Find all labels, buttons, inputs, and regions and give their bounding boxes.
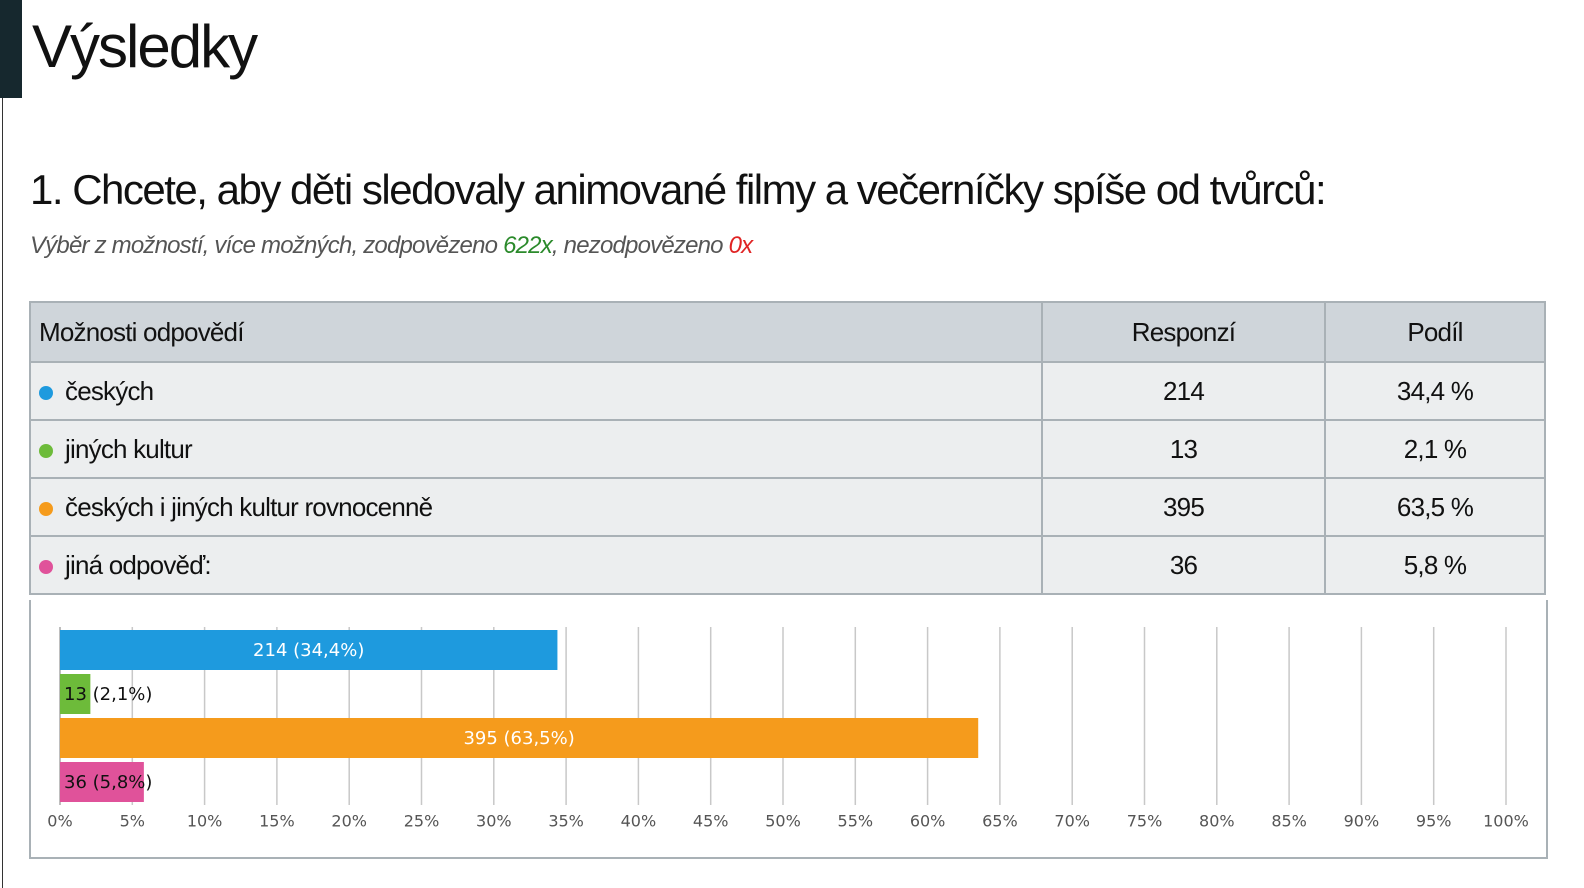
x-tick-label: 5% (120, 812, 145, 831)
share-cell: 63,5 % (1324, 477, 1546, 537)
color-dot (39, 501, 53, 516)
responses-cell: 395 (1041, 477, 1326, 537)
x-tick-label: 35% (548, 812, 584, 831)
color-dot (39, 559, 53, 574)
header-cell: Podíl (1324, 301, 1546, 363)
bar (60, 630, 558, 670)
color-dot (39, 443, 53, 458)
x-tick-label: 10% (187, 812, 223, 831)
x-tick-label: 25% (404, 812, 440, 831)
x-tick-label: 80% (1199, 812, 1235, 831)
x-tick-label: 60% (910, 812, 946, 831)
page-title: Výsledky (32, 13, 258, 80)
option-label: jiná odpověď: (65, 549, 212, 580)
chart-box (29, 600, 1548, 859)
bar (60, 718, 979, 758)
unanswered-count: 0x (728, 232, 754, 259)
option-cell: jiných kultur (29, 419, 1043, 479)
x-tick-label: 75% (1127, 812, 1163, 831)
x-tick-label: 70% (1054, 812, 1090, 831)
option-label: jiných kultur (65, 433, 193, 464)
responses-cell: 13 (1041, 419, 1326, 479)
table-row: českých 214 34,4 % (29, 361, 1546, 421)
question-title: 1. Chcete, aby děti sledovaly animované … (30, 166, 1327, 213)
share-cell: 2,1 % (1324, 419, 1546, 479)
share-cell: 34,4 % (1324, 361, 1546, 421)
bar (60, 762, 144, 802)
x-tick-label: 50% (765, 812, 801, 831)
x-tick-label: 100% (1483, 812, 1529, 831)
question-subtitle: Výběr z možností, více možných, zodpověz… (30, 232, 754, 260)
x-tick-label: 15% (259, 812, 295, 831)
x-tick-label: 30% (476, 812, 512, 831)
subtitle-text: , nezodpovězeno (551, 232, 724, 259)
bar (60, 674, 91, 714)
header-cell: Responzí (1041, 301, 1326, 363)
subtitle-text: Výběr z možností, více možných, zodpověz… (30, 232, 498, 259)
x-tick-label: 0% (47, 812, 72, 831)
option-cell: českých i jiných kultur rovnocenně (29, 477, 1043, 537)
results-table: Možnosti odpovědí Responzí Podíl českých… (29, 301, 1546, 595)
option-label: českých i jiných kultur rovnocenně (65, 491, 433, 522)
option-cell: českých (29, 361, 1043, 421)
x-tick-label: 85% (1271, 812, 1307, 831)
header-row: Možnosti odpovědí Responzí Podíl (29, 301, 1546, 363)
option-label: českých (65, 375, 154, 406)
responses-cell: 214 (1041, 361, 1326, 421)
bar-label: 13 (2,1%) (64, 684, 152, 705)
x-tick-label: 90% (1344, 812, 1380, 831)
share-cell: 5,8 % (1324, 535, 1546, 595)
bar-label: 214 (34,4%) (253, 640, 364, 661)
table-row: jiná odpověď: 36 5,8 % (29, 535, 1546, 595)
table-row: jiných kultur 13 2,1 % (29, 419, 1546, 479)
bar-label: 395 (63,5%) (463, 728, 574, 749)
table-row: českých i jiných kultur rovnocenně 395 63,… (29, 477, 1546, 537)
answered-count: 622x (503, 232, 553, 259)
x-tick-label: 45% (693, 812, 729, 831)
x-tick-label: 95% (1416, 812, 1452, 831)
color-dot (39, 385, 53, 400)
option-cell: jiná odpověď: (29, 535, 1043, 595)
responses-cell: 36 (1041, 535, 1326, 595)
x-tick-label: 55% (838, 812, 874, 831)
header-accent (0, 0, 22, 98)
header-cell: Možnosti odpovědí (29, 301, 1043, 363)
side-line (2, 98, 3, 888)
x-tick-label: 20% (331, 812, 367, 831)
x-tick-label: 65% (982, 812, 1018, 831)
x-tick-label: 40% (621, 812, 657, 831)
bar-label: 36 (5,8%) (64, 772, 152, 793)
